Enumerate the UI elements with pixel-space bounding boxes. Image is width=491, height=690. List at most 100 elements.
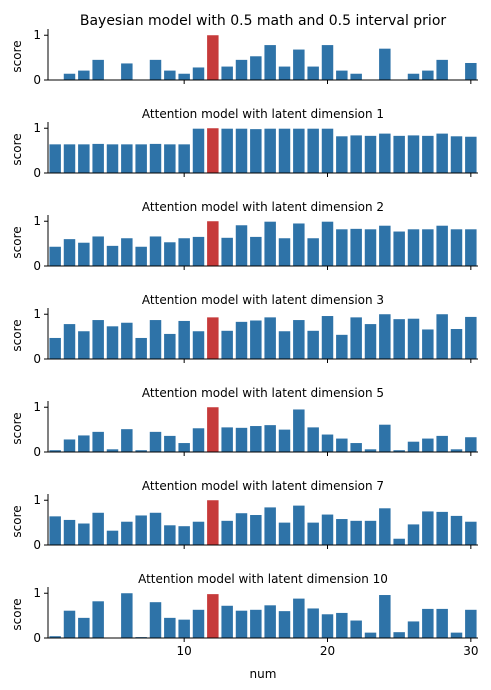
bar [465, 316, 477, 359]
bar [264, 507, 276, 545]
bar [178, 443, 190, 452]
bar [250, 609, 262, 638]
bar [78, 523, 90, 545]
x-tick-label: 10 [177, 644, 192, 658]
bar [393, 231, 405, 266]
y-tick-label: 1 [33, 28, 41, 42]
bar [321, 45, 334, 80]
bar [221, 520, 233, 545]
bar [149, 236, 162, 266]
bar [407, 441, 420, 452]
bar [63, 519, 76, 545]
bar [78, 144, 90, 173]
bar [364, 229, 377, 266]
bar [106, 144, 119, 173]
bar [293, 49, 305, 80]
bar [78, 331, 90, 359]
bar [293, 320, 305, 359]
bar [78, 70, 90, 80]
bar [307, 66, 319, 80]
panel-title: Attention model with latent dimension 5 [142, 386, 384, 400]
bar [364, 449, 377, 452]
y-tick-label: 0 [33, 352, 41, 366]
x-tick-label: 20 [320, 644, 335, 658]
panel-title: Attention model with latent dimension 7 [142, 479, 384, 493]
bar [336, 519, 348, 545]
bar [106, 530, 119, 545]
bar [422, 70, 434, 80]
bar [192, 609, 205, 638]
bar [321, 316, 334, 359]
bar [121, 63, 133, 80]
bar [465, 437, 477, 452]
bar [92, 431, 104, 452]
bar [321, 614, 334, 638]
bar [221, 427, 233, 452]
bar [149, 59, 162, 80]
panel-title: Attention model with latent dimension 1 [142, 107, 384, 121]
bar [379, 225, 391, 266]
y-axis-label: score [10, 133, 24, 165]
bar [436, 511, 448, 545]
bar-highlight [207, 35, 219, 80]
bar [379, 508, 391, 545]
bar [407, 135, 420, 173]
bar-highlight [207, 221, 219, 266]
bar [407, 229, 420, 266]
bar [364, 324, 377, 359]
bar [293, 505, 305, 545]
bar [106, 245, 119, 266]
bar [164, 144, 176, 173]
bar [235, 59, 248, 80]
bar [350, 520, 362, 545]
bar [307, 608, 319, 638]
y-axis-label: score [10, 319, 24, 351]
y-tick-label: 0 [33, 445, 41, 459]
bar [221, 330, 233, 359]
y-tick-label: 0 [33, 631, 41, 645]
y-tick-label: 0 [33, 259, 41, 273]
bar [407, 524, 420, 545]
bar [264, 317, 276, 359]
bar [192, 331, 205, 359]
bar [293, 598, 305, 638]
bar [235, 225, 248, 266]
bar [422, 608, 434, 638]
bar [164, 242, 176, 266]
bar [192, 236, 205, 266]
bar [336, 612, 348, 638]
bar [350, 443, 362, 452]
x-tick-label: 30 [463, 644, 478, 658]
bar [63, 324, 76, 359]
bar [250, 320, 262, 359]
bar [465, 136, 477, 173]
bar [264, 45, 276, 80]
bar [422, 511, 434, 545]
bar [135, 144, 147, 173]
bar [164, 435, 176, 452]
bar [436, 435, 448, 452]
bar [278, 331, 291, 359]
bar [278, 238, 291, 266]
panel-title: Attention model with latent dimension 3 [142, 293, 384, 307]
bar [422, 329, 434, 359]
y-tick-label: 1 [33, 586, 41, 600]
bar [465, 609, 477, 638]
bar [235, 610, 248, 638]
bar [250, 129, 262, 173]
bar-highlight [207, 500, 219, 545]
bar [121, 593, 133, 638]
bar [221, 605, 233, 638]
bar [278, 429, 291, 452]
bar [336, 438, 348, 452]
bar [307, 238, 319, 266]
bar [321, 221, 334, 266]
bar [178, 619, 190, 638]
bar [63, 439, 76, 452]
bar [364, 632, 377, 638]
bar [49, 246, 61, 266]
bar [221, 128, 233, 173]
bar [450, 515, 463, 545]
bar [465, 521, 477, 545]
bar [135, 337, 147, 359]
